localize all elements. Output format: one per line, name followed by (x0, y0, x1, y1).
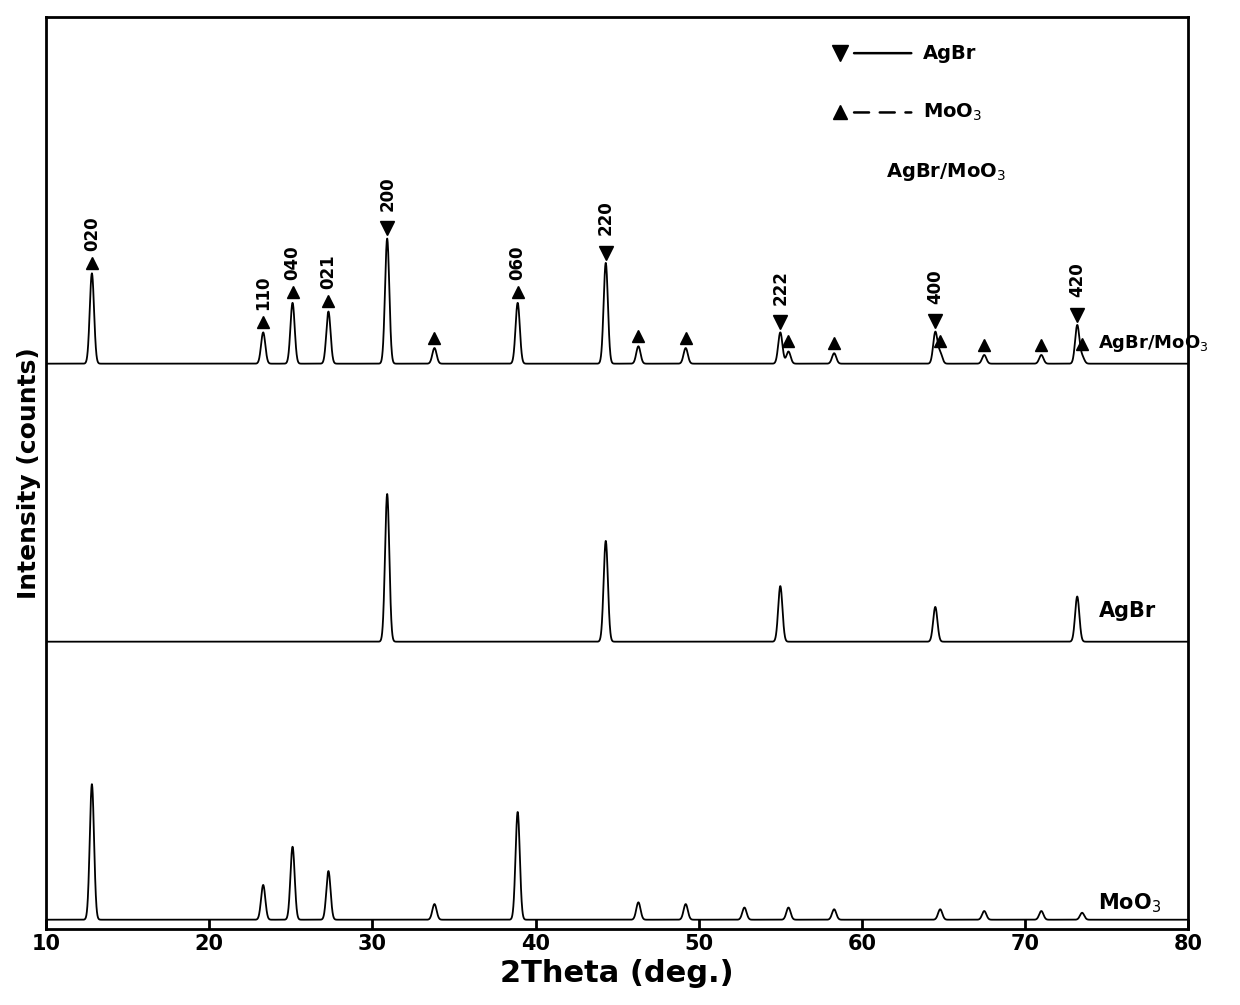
Text: 222: 222 (771, 269, 790, 305)
Text: 400: 400 (926, 269, 945, 304)
Text: 040: 040 (284, 245, 301, 280)
X-axis label: 2Theta (deg.): 2Theta (deg.) (501, 960, 734, 988)
Text: AgBr: AgBr (1099, 601, 1156, 621)
Text: 220: 220 (596, 200, 615, 235)
Text: 420: 420 (1068, 262, 1086, 297)
Text: 060: 060 (508, 246, 527, 280)
Text: AgBr/MoO$_3$: AgBr/MoO$_3$ (1099, 333, 1209, 354)
Text: MoO$_3$: MoO$_3$ (1099, 891, 1162, 915)
Text: AgBr: AgBr (924, 43, 977, 62)
Text: AgBr/MoO$_3$: AgBr/MoO$_3$ (885, 161, 1006, 183)
Text: 021: 021 (320, 254, 337, 289)
Text: MoO$_3$: MoO$_3$ (924, 102, 982, 123)
Text: 200: 200 (378, 176, 396, 211)
Text: 020: 020 (83, 216, 100, 250)
Y-axis label: Intensity (counts): Intensity (counts) (16, 347, 41, 599)
Text: 110: 110 (254, 275, 273, 310)
